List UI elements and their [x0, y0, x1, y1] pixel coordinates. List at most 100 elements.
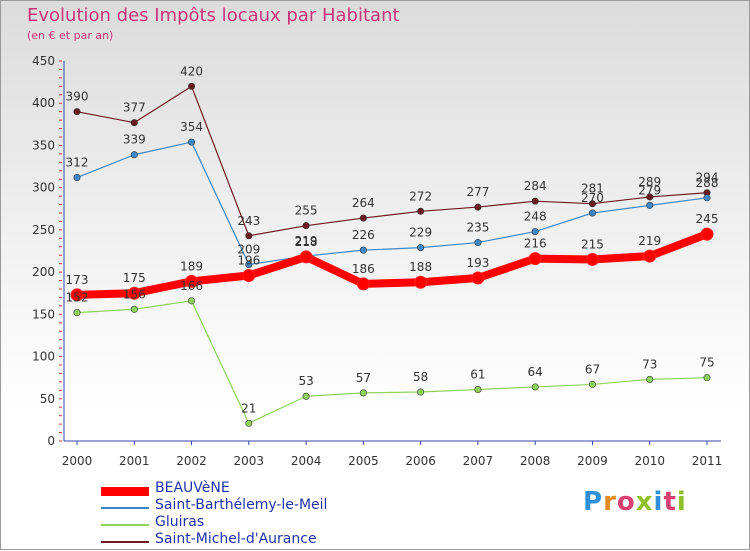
- data-label: 279: [638, 183, 661, 197]
- data-point: [359, 214, 367, 222]
- data-label: 61: [470, 367, 485, 381]
- series-line: [76, 300, 708, 424]
- legend-swatch: [101, 487, 149, 496]
- series-beauv-ne: [70, 227, 714, 302]
- data-point: [188, 82, 196, 90]
- data-label: 218: [295, 235, 318, 249]
- data-point: [585, 252, 599, 266]
- data-point: [588, 380, 596, 388]
- data-point: [188, 297, 196, 305]
- data-point: [70, 288, 84, 302]
- data-label: 289: [638, 175, 661, 189]
- data-label: 188: [409, 260, 432, 274]
- data-point: [703, 194, 711, 202]
- data-point: [130, 305, 138, 313]
- chart-title: Evolution des Impôts locaux par Habitant: [27, 5, 400, 26]
- legend-label: Gluiras: [155, 514, 205, 530]
- data-label: 75: [699, 356, 714, 370]
- x-tick-label: 2007: [463, 454, 494, 468]
- data-label: 226: [352, 228, 375, 242]
- data-label: 354: [180, 120, 203, 134]
- legend-label: BEAUVèNE: [155, 480, 230, 496]
- data-point: [359, 389, 367, 397]
- data-point: [588, 209, 596, 217]
- series-line: [76, 85, 708, 237]
- y-tick-label: 250: [32, 223, 55, 237]
- legend-label: Saint-Barthélemy-le-Meil: [155, 497, 328, 513]
- data-label: 209: [237, 243, 260, 257]
- data-label: 270: [581, 191, 604, 205]
- data-point: [531, 383, 539, 391]
- x-tick-label: 2003: [234, 454, 265, 468]
- data-point: [700, 227, 714, 241]
- y-tick-label: 350: [32, 138, 55, 152]
- data-label: 294: [696, 171, 719, 185]
- data-point: [245, 261, 253, 269]
- legend-swatch: [101, 524, 149, 526]
- data-point: [417, 244, 425, 252]
- series-saint-barth-lemy-le-meil: [73, 138, 711, 269]
- data-label: 152: [66, 291, 89, 305]
- data-label: 193: [466, 256, 489, 270]
- data-label: 215: [581, 237, 604, 251]
- data-label: 189: [180, 259, 203, 273]
- data-point: [356, 277, 370, 291]
- data-label: 272: [409, 189, 432, 203]
- data-label: 229: [409, 226, 432, 240]
- data-label: 219: [638, 234, 661, 248]
- data-label: 53: [298, 374, 313, 388]
- data-point: [703, 374, 711, 382]
- x-tick-label: 2005: [348, 454, 379, 468]
- data-label: 73: [642, 357, 657, 371]
- data-label: 248: [524, 210, 547, 224]
- data-label: 196: [237, 253, 260, 267]
- x-tick-label: 2002: [176, 454, 207, 468]
- data-point: [73, 108, 81, 116]
- data-label: 284: [524, 179, 547, 193]
- data-label: 64: [528, 365, 543, 379]
- data-label: 245: [696, 212, 719, 226]
- data-point: [531, 228, 539, 236]
- legend-swatch: [101, 541, 149, 543]
- data-point: [245, 419, 253, 427]
- data-point: [359, 246, 367, 254]
- data-label: 420: [180, 64, 203, 78]
- y-tick-label: 100: [32, 350, 55, 364]
- data-point: [188, 138, 196, 146]
- data-point: [474, 239, 482, 247]
- data-label: 264: [352, 196, 375, 210]
- data-point: [646, 201, 654, 209]
- data-point: [127, 286, 141, 300]
- y-tick-label: 0: [47, 434, 55, 448]
- data-point: [414, 275, 428, 289]
- x-tick-label: 2008: [520, 454, 551, 468]
- data-label: 216: [524, 237, 547, 251]
- data-point: [588, 200, 596, 208]
- data-point: [643, 249, 657, 263]
- x-tick-label: 2004: [291, 454, 322, 468]
- data-point: [528, 252, 542, 266]
- data-label: 186: [352, 262, 375, 276]
- series-line: [76, 141, 708, 266]
- data-point: [531, 197, 539, 205]
- y-tick-label: 150: [32, 307, 55, 321]
- series-line: [73, 230, 711, 299]
- x-tick-label: 2009: [577, 454, 608, 468]
- data-point: [302, 222, 310, 230]
- line-chart: 0 50 100 150 200 250 300 350 400 450 2000 2001 2002 2…: [32, 54, 722, 468]
- data-point: [185, 274, 199, 288]
- x-tick-label: 2000: [62, 454, 93, 468]
- data-label: 175: [123, 271, 146, 285]
- data-point: [73, 174, 81, 182]
- y-tick-label: 50: [40, 392, 55, 406]
- data-label: 58: [413, 370, 428, 384]
- data-label: 219: [295, 234, 318, 248]
- data-label: 377: [123, 101, 146, 115]
- y-tick-label: 300: [32, 181, 55, 195]
- y-tick-label: 200: [32, 265, 55, 279]
- x-tick-label: 2001: [119, 454, 150, 468]
- data-point: [299, 250, 313, 264]
- data-label: 277: [466, 185, 489, 199]
- data-label: 156: [123, 287, 146, 301]
